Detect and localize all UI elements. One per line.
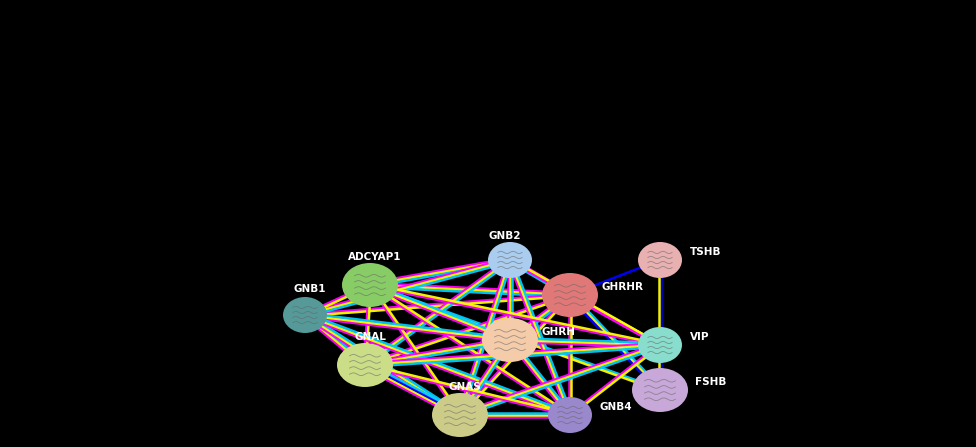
Ellipse shape xyxy=(482,318,538,362)
Text: VIP: VIP xyxy=(690,332,710,342)
Text: GHRH: GHRH xyxy=(542,327,576,337)
Ellipse shape xyxy=(488,242,532,278)
Ellipse shape xyxy=(632,368,688,412)
Text: ADCYAP1: ADCYAP1 xyxy=(348,252,402,262)
Text: GNB4: GNB4 xyxy=(600,402,632,412)
Ellipse shape xyxy=(638,327,682,363)
Ellipse shape xyxy=(283,297,327,333)
Text: GNB1: GNB1 xyxy=(294,284,326,294)
Ellipse shape xyxy=(548,397,592,433)
Text: GHRHR: GHRHR xyxy=(602,282,644,292)
Text: GNAS: GNAS xyxy=(449,382,481,392)
Text: GNB2: GNB2 xyxy=(489,231,521,241)
Text: GNAL: GNAL xyxy=(354,332,386,342)
Ellipse shape xyxy=(337,343,393,387)
Ellipse shape xyxy=(542,273,598,317)
Ellipse shape xyxy=(432,393,488,437)
Ellipse shape xyxy=(342,263,398,307)
Text: TSHB: TSHB xyxy=(690,247,721,257)
Ellipse shape xyxy=(638,242,682,278)
Text: FSHB: FSHB xyxy=(695,377,726,387)
